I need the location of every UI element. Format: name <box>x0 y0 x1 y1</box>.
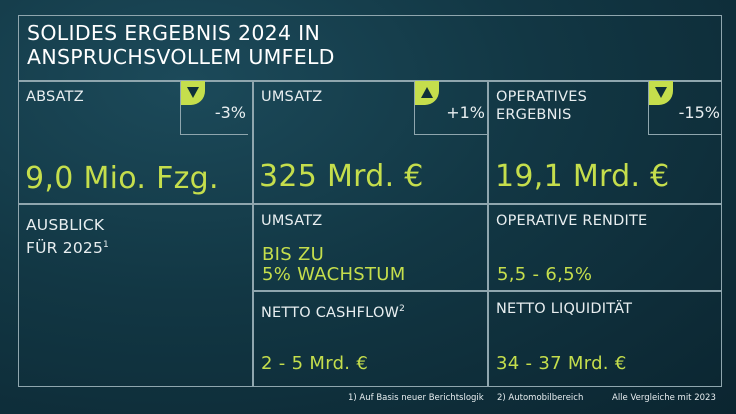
divider-col1 <box>252 80 254 387</box>
outlook-title: AUSBLICK FÜR 20251 <box>26 216 109 258</box>
kpi-label-absatz: ABSATZ <box>26 89 84 105</box>
outlook-label-umsatz: UMSATZ <box>261 213 323 229</box>
slide-frame <box>18 15 722 387</box>
triangle-down-icon <box>181 81 205 105</box>
footnote-2: 2) Automobilbereich <box>497 393 584 403</box>
kpi-change-badge: -15% <box>648 81 722 135</box>
triangle-up-icon <box>415 81 439 105</box>
kpi-value-operatives-ergebnis: 19,1 Mrd. € <box>495 159 670 194</box>
outlook-value-netto-cashflow: 2 - 5 Mrd. € <box>261 353 369 374</box>
kpi-value-absatz: 9,0 Mio. Fzg. <box>25 161 219 196</box>
footnote-1: 1) Auf Basis neuer Berichtslogik <box>348 393 484 403</box>
footnote-comparison: Alle Vergleiche mit 2023 <box>612 393 716 403</box>
triangle-down-icon <box>649 81 673 105</box>
divider-kpi <box>18 203 722 205</box>
kpi-change-badge: +1% <box>414 81 487 135</box>
kpi-label-operatives-ergebnis: OPERATIVES ERGEBNIS <box>496 89 588 123</box>
outlook-label-netto-cashflow: NETTO CASHFLOW2 <box>261 304 406 321</box>
divider-col2 <box>487 80 489 387</box>
outlook-value-umsatz: BIS ZU 5% WACHSTUM <box>262 244 406 285</box>
divider-title <box>18 80 722 82</box>
kpi-value-umsatz: 325 Mrd. € <box>259 159 424 194</box>
outlook-value-netto-liquiditaet: 34 - 37 Mrd. € <box>496 353 627 374</box>
kpi-change-badge: -3% <box>180 81 248 135</box>
kpi-label-umsatz: UMSATZ <box>261 89 323 105</box>
outlook-label-operative-rendite: OPERATIVE RENDITE <box>496 213 648 229</box>
outlook-label-netto-liquiditaet: NETTO LIQUIDITÄT <box>496 301 633 317</box>
page-title: SOLIDES ERGEBNIS 2024 IN ANSPRUCHSVOLLEM… <box>27 21 335 69</box>
outlook-value-operative-rendite: 5,5 - 6,5% <box>497 264 593 285</box>
